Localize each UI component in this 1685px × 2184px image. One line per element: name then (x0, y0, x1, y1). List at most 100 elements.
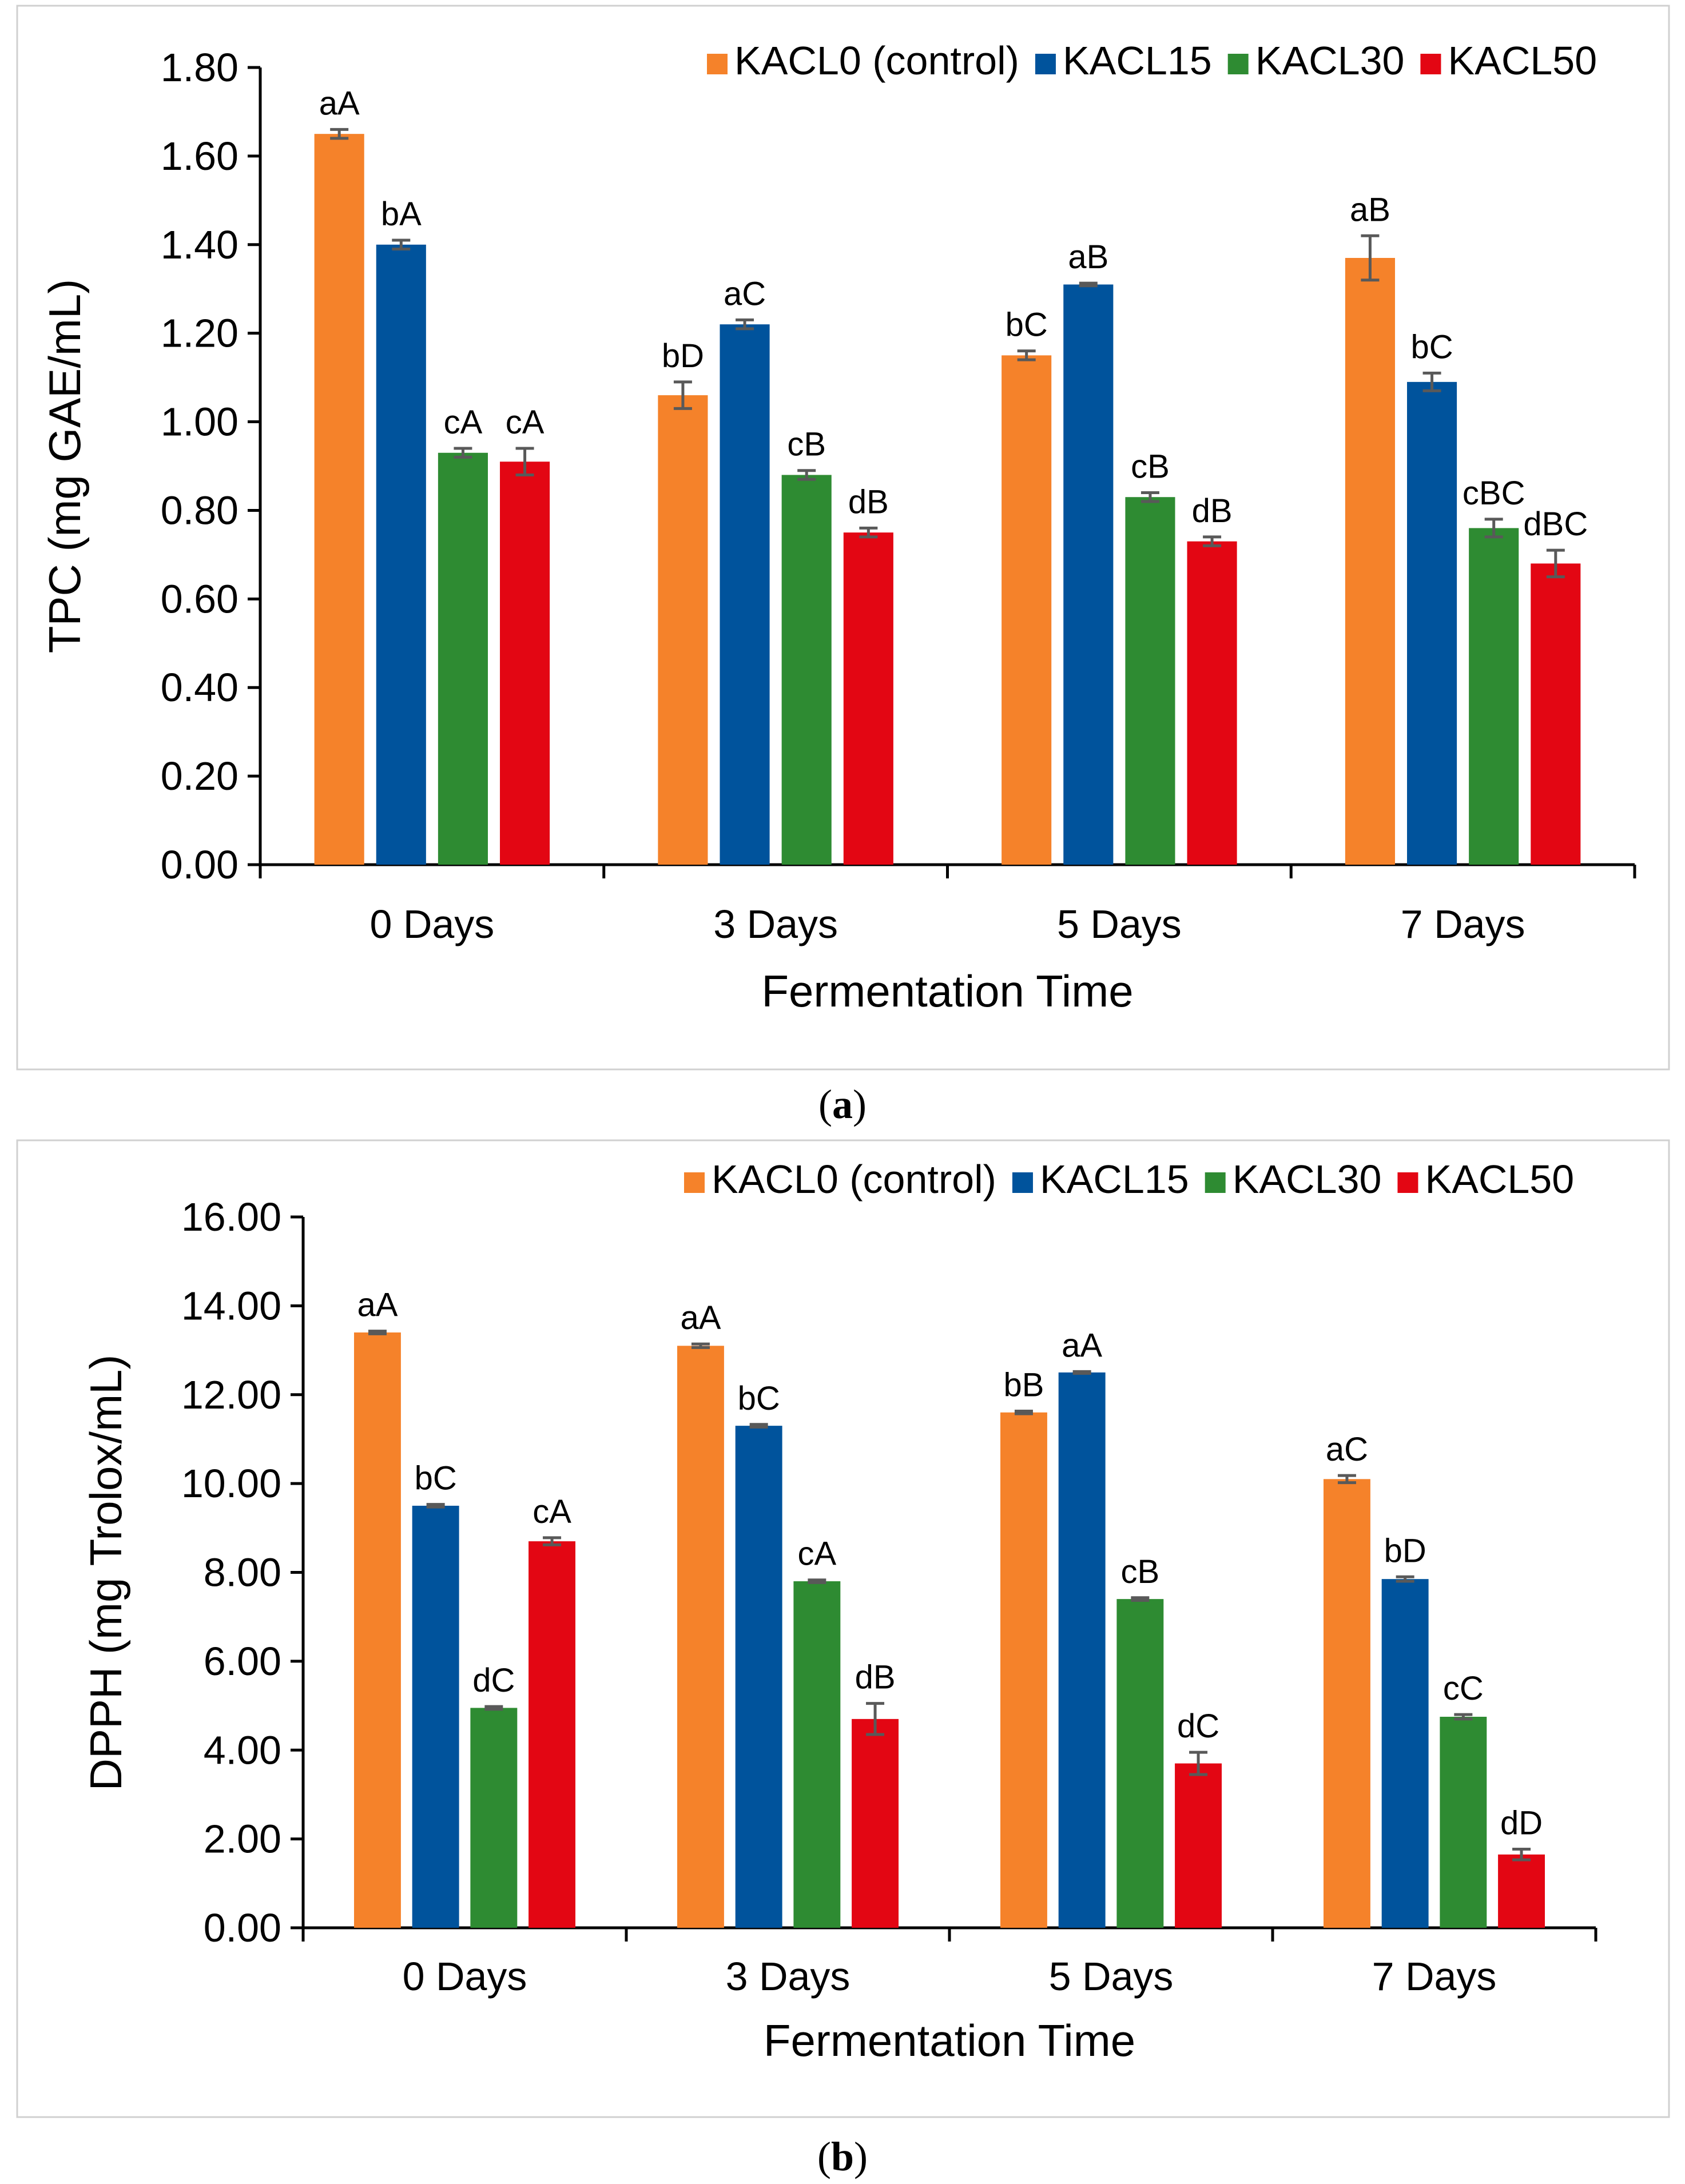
bar-kacl0-3-days (677, 1346, 724, 1928)
x-tick-label: 0 Days (403, 1954, 527, 1999)
y-tick-label: 1.20 (161, 311, 239, 356)
legend-swatch (707, 54, 728, 74)
bar-kacl50-0-days (528, 1541, 576, 1928)
legend-label: KACL15 (1040, 1157, 1189, 1202)
y-tick-label: 1.60 (161, 134, 239, 178)
bar-kacl50-7-days (1531, 563, 1581, 865)
bar-kacl30-5-days (1116, 1599, 1164, 1928)
y-tick-label: 0.20 (161, 754, 239, 798)
caption-paren-open: ( (817, 2134, 831, 2179)
bar-kacl15-5-days (1063, 284, 1114, 865)
bar-kacl30-3-days (781, 475, 832, 865)
x-tick-label: 5 Days (1049, 1954, 1174, 1999)
y-tick-label: 8.00 (204, 1550, 281, 1595)
significance-label: cC (1443, 1670, 1484, 1707)
significance-label: bC (415, 1460, 457, 1497)
significance-label: bB (1003, 1366, 1044, 1403)
chart-panel-a: 0.00 0.20 0.40 0.60 0.80 1.00 1.20 1.40 1.60 1.80… (16, 5, 1670, 1127)
legend-label: KACL15 (1063, 38, 1212, 83)
legend-swatch (1012, 1172, 1033, 1193)
legend-label: KACL0 (control) (734, 38, 1019, 83)
significance-label: dB (848, 483, 889, 520)
legend-swatch (1205, 1172, 1226, 1193)
significance-label: dD (1500, 1804, 1543, 1841)
y-tick-label: 0.60 (161, 576, 239, 621)
bar-kacl50-3-days (843, 532, 893, 865)
y-tick-label: 16.00 (181, 1195, 281, 1239)
legend-label: KACL0 (control) (712, 1157, 996, 1202)
y-tick-label: 4.00 (204, 1728, 281, 1772)
significance-label: bA (381, 196, 422, 233)
significance-label: aA (1062, 1327, 1102, 1364)
legend-swatch (1420, 54, 1441, 74)
y-tick-label: 1.80 (161, 45, 239, 90)
bar-kacl15-0-days (412, 1505, 459, 1928)
bar-kacl50-0-days (500, 462, 550, 865)
significance-label: aB (1350, 191, 1390, 228)
significance-label: dB (855, 1659, 896, 1696)
bar-kacl30-3-days (793, 1581, 841, 1928)
bar-kacl30-0-days (470, 1708, 518, 1928)
caption-paren-open: ( (818, 1081, 832, 1127)
bar-kacl30-7-days (1469, 528, 1519, 865)
x-axis-title: Fermentation Time (764, 2015, 1135, 2066)
significance-label: dBC (1523, 506, 1588, 543)
bar-kacl0-3-days (658, 395, 708, 865)
bar-kacl30-0-days (438, 452, 488, 865)
significance-label: dB (1192, 492, 1233, 530)
significance-label: aC (1326, 1431, 1368, 1468)
significance-label: cB (1131, 448, 1170, 485)
x-tick-label: 0 Days (369, 902, 494, 946)
significance-label: aC (724, 275, 766, 312)
bar-kacl15-7-days (1381, 1579, 1429, 1928)
panel-caption: (a) (818, 1081, 867, 1127)
chart-frame (16, 1139, 1670, 2118)
significance-label: aA (319, 85, 360, 122)
bar-kacl50-5-days (1175, 1763, 1222, 1928)
significance-label: bC (738, 1380, 780, 1417)
y-tick-label: 14.00 (181, 1283, 281, 1328)
y-tick-label: 1.00 (161, 400, 239, 444)
significance-label: cA (506, 404, 545, 441)
y-tick-label: 1.40 (161, 222, 239, 267)
legend-swatch (1397, 1172, 1418, 1193)
x-tick-label: 3 Days (713, 902, 838, 946)
y-axis-title: TPC (mg GAE/mL) (39, 279, 90, 653)
bar-kacl0-7-days (1323, 1479, 1370, 1928)
y-axis-title: DPPH (mg Trolox/mL) (81, 1355, 131, 1791)
significance-label: cA (798, 1535, 837, 1573)
bar-kacl15-5-days (1058, 1372, 1106, 1928)
significance-label: aA (680, 1299, 721, 1336)
panel-letter: a (832, 1081, 853, 1127)
significance-label: bD (662, 337, 704, 375)
significance-label: aA (357, 1287, 398, 1324)
bar-kacl0-0-days (353, 1332, 401, 1928)
chart-frame (16, 5, 1670, 1071)
x-tick-label: 5 Days (1057, 902, 1182, 946)
bar-kacl50-7-days (1498, 1854, 1545, 1928)
significance-label: bC (1006, 307, 1048, 344)
significance-label: dC (472, 1662, 515, 1699)
y-tick-label: 0.80 (161, 488, 239, 532)
significance-label: cBC (1463, 475, 1525, 512)
chart-panel-b: 0.00 2.00 4.00 6.00 8.00 10.00 12.00 14.00 16.00… (16, 1139, 1670, 2179)
legend-label: KACL50 (1425, 1157, 1574, 1202)
bar-kacl15-3-days (735, 1426, 782, 1928)
legend-swatch (1035, 54, 1056, 74)
y-tick-label: 10.00 (181, 1461, 281, 1506)
significance-label: aB (1068, 238, 1108, 276)
bar-kacl0-5-days (1000, 1412, 1047, 1928)
x-axis-title: Fermentation Time (761, 966, 1133, 1016)
x-tick-label: 7 Days (1401, 902, 1525, 946)
bar-kacl0-7-days (1345, 258, 1395, 865)
legend-swatch (1227, 54, 1249, 74)
bar-kacl30-7-days (1440, 1716, 1487, 1928)
bar-kacl50-5-days (1187, 541, 1237, 865)
significance-label: dC (1177, 1708, 1219, 1745)
legend-label: KACL50 (1448, 38, 1597, 83)
x-tick-label: 3 Days (726, 1954, 851, 1999)
significance-label: bD (1384, 1532, 1426, 1569)
legend-swatch (684, 1172, 705, 1193)
y-tick-label: 0.00 (161, 842, 239, 887)
